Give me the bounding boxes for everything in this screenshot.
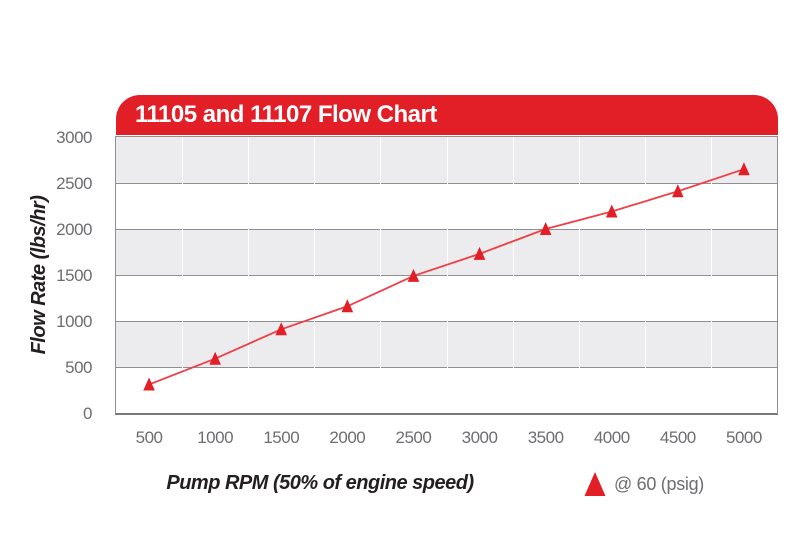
vertical-gridline: [644, 137, 646, 413]
x-axis-label: 4000: [593, 428, 630, 447]
x-axis-label: 500: [135, 428, 163, 447]
x-axis-label: 2000: [329, 428, 366, 447]
data-point-marker: [275, 322, 288, 336]
data-point-marker: [473, 246, 486, 260]
x-axis-label: 2500: [395, 428, 432, 447]
flow-line-series: [143, 162, 750, 391]
x-axis-title: Pump RPM (50% of engine speed): [166, 472, 474, 494]
data-point-marker: [143, 377, 155, 391]
chart-title: 11105 and 11107 Flow Chart: [135, 101, 437, 128]
vertical-gridline: [446, 137, 448, 413]
chart-header-bar: 11105 and 11107 Flow Chart: [116, 95, 778, 135]
triangle-up-icon: [584, 472, 606, 496]
vertical-gridline: [380, 137, 382, 413]
legend: @ 60 (psig): [584, 470, 704, 498]
x-axis-label: 3500: [527, 428, 564, 447]
vertical-gridline: [710, 137, 712, 413]
data-point-marker: [341, 299, 354, 313]
x-axis-label: 1500: [263, 428, 300, 447]
y-axis-label: 2500: [56, 174, 92, 193]
vertical-gridline: [182, 137, 184, 413]
plot-area: [115, 136, 778, 415]
vertical-gridline: [578, 137, 580, 413]
data-point-marker: [407, 268, 420, 282]
legend-label: @ 60 (psig): [614, 473, 705, 494]
vertical-gridline: [512, 137, 514, 413]
data-point-marker: [738, 162, 750, 176]
vertical-gridline: [314, 137, 316, 413]
y-axis-label: 500: [65, 358, 92, 377]
x-axis-label: 3000: [461, 428, 498, 447]
y-axis-label: 0: [83, 404, 92, 423]
y-axis-label: 1500: [56, 266, 92, 285]
x-axis-label: 5000: [726, 428, 762, 447]
vertical-gridline: [248, 137, 250, 413]
data-point-marker: [605, 204, 618, 218]
y-axis-title: Flow Rate (lbs/hr): [28, 195, 50, 355]
x-axis-label: 1000: [197, 428, 234, 447]
y-axis-label: 2000: [56, 220, 92, 239]
data-point-marker: [209, 351, 221, 365]
flow-line: [148, 168, 745, 386]
x-axis-label: 4500: [659, 428, 696, 447]
y-axis-label: 1000: [56, 312, 92, 331]
data-point-marker: [672, 184, 684, 198]
y-axis-label: 3000: [56, 128, 92, 147]
data-point-marker: [539, 222, 552, 235]
